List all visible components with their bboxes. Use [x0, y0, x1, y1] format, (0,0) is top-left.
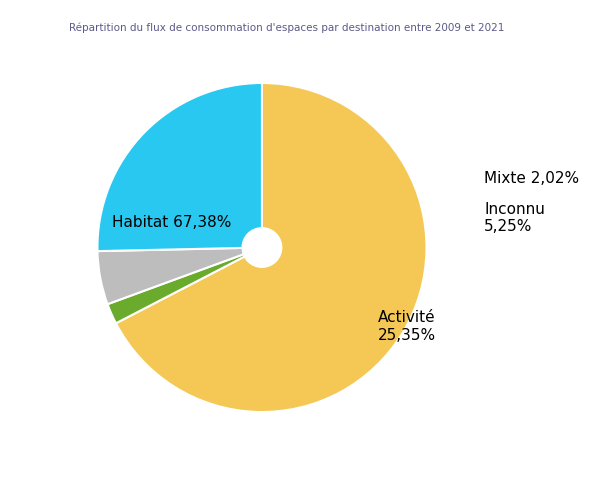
Text: Activité
25,35%: Activité 25,35% — [377, 310, 436, 343]
Wedge shape — [116, 83, 427, 412]
Wedge shape — [107, 248, 262, 323]
Text: Habitat 67,38%: Habitat 67,38% — [112, 215, 231, 230]
Text: Inconnu
5,25%: Inconnu 5,25% — [484, 201, 545, 234]
Wedge shape — [97, 248, 262, 304]
Text: Mixte 2,02%: Mixte 2,02% — [484, 171, 579, 186]
Title: Répartition du flux de consommation d'espaces par destination entre 2009 et 2021: Répartition du flux de consommation d'es… — [69, 22, 505, 33]
Circle shape — [242, 228, 281, 267]
Wedge shape — [97, 83, 262, 251]
